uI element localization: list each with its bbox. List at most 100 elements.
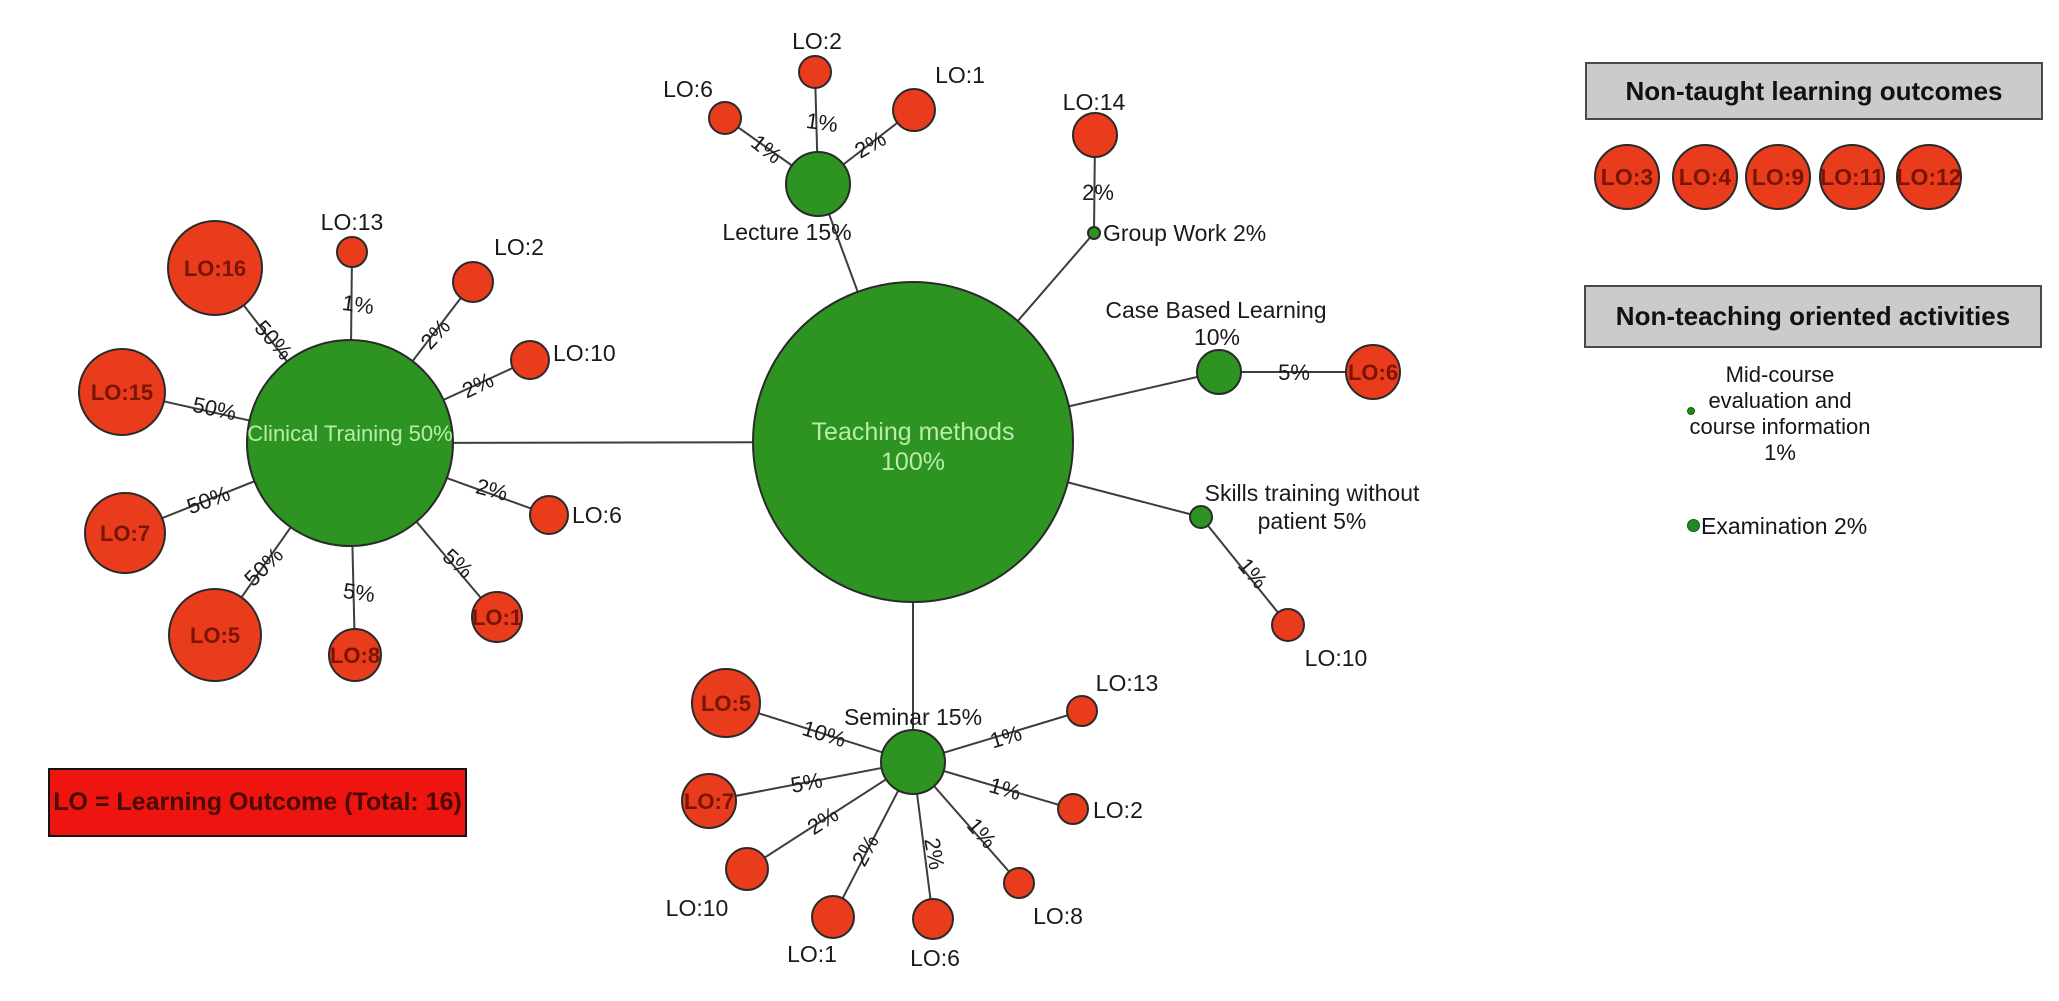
seminar-lo6-label: LO:6: [910, 945, 960, 971]
groupwork-lo14-label: LO:14: [1063, 89, 1126, 115]
edge-lecture-lo1-pct: 2%: [850, 126, 890, 164]
node-clinical-training: [246, 339, 454, 547]
node-seminar-lo5: [691, 668, 761, 738]
edge-lecture-lo2-pct: 1%: [805, 108, 840, 137]
skills-training-label-line1: Skills training without: [1205, 480, 1420, 506]
non-teaching-activities-title: Non-teaching oriented activities: [1615, 301, 2011, 331]
skills-training-label-line2: patient 5%: [1258, 508, 1367, 534]
node-seminar-lo6: [912, 898, 954, 940]
edge-lecture-lo6-pct: 1%: [746, 129, 786, 168]
lecture-lo2-label: LO:2: [792, 28, 842, 54]
graph-edge: [1200, 516, 1289, 626]
edge-seminar-lo6-pct: 2%: [919, 836, 949, 872]
examination-note: Examination 2%: [1701, 511, 1867, 541]
mid-course-line3: course information: [1689, 414, 1871, 439]
edge-clinical-lo7-pct: 50%: [183, 481, 233, 520]
non-teaching-activities-header: Non-teaching oriented activities: [1584, 285, 2042, 348]
clinical-lo6-label: LO:6: [572, 502, 622, 528]
node-group-work: [1087, 226, 1101, 240]
skills-lo10-label: LO:10: [1305, 645, 1368, 671]
node-seminar-lo1: [811, 895, 855, 939]
edge-seminar-lo7-pct: 5%: [789, 767, 825, 798]
seminar-lo8-label: LO:8: [1033, 903, 1083, 929]
clinical-lo15-label: LO:15: [91, 380, 153, 405]
node-seminar-lo7: [681, 773, 737, 829]
node-clinical-lo6: [529, 495, 569, 535]
non-taught-lo12-chip: LO:12: [1896, 144, 1962, 210]
mid-course-line1: Mid-course: [1725, 362, 1835, 387]
non-taught-lo4-chip: LO:4: [1672, 144, 1738, 210]
edge-clinical-lo6-pct: 2%: [473, 474, 510, 506]
non-taught-lo3-chip: LO:3: [1594, 144, 1660, 210]
clinical-lo10-label: LO:10: [553, 340, 616, 366]
edge-clinical-lo13-pct: 1%: [341, 290, 376, 319]
edge-seminar-lo2-pct: 1%: [986, 772, 1023, 805]
node-groupwork-lo14: [1072, 112, 1118, 158]
edge-clinical-lo8-pct: 5%: [342, 578, 377, 607]
clinical-training-label: Clinical Training 50%: [247, 421, 452, 446]
edge-seminar-lo1-pct: 2%: [847, 831, 884, 871]
lecture-label: Lecture 15%: [722, 219, 851, 245]
seminar-lo5-label: LO:5: [701, 691, 751, 716]
mid-course-line2: evaluation and: [1708, 388, 1852, 413]
node-seminar-lo13: [1066, 695, 1098, 727]
mid-course-pct: 1%: [1764, 440, 1796, 465]
seminar-lo10-label: LO:10: [666, 895, 729, 921]
legend-text: LO = Learning Outcome (Total: 16): [53, 788, 462, 816]
clinical-lo1-label: LO:1: [472, 605, 522, 630]
node-seminar-lo2: [1057, 793, 1089, 825]
node-clinical-lo13: [336, 236, 368, 268]
edge-skills-lo10-pct: 1%: [1233, 553, 1273, 593]
edge-clinical-lo15-pct: 50%: [190, 392, 238, 426]
node-clinical-lo2: [452, 261, 494, 303]
node-skills-training: [1189, 505, 1213, 529]
clinical-lo5-label: LO:5: [190, 623, 240, 648]
lecture-lo1-label: LO:1: [935, 62, 985, 88]
cbl-lo6-label: LO:6: [1348, 360, 1398, 385]
clinical-lo7-label: LO:7: [100, 521, 150, 546]
node-lecture: [785, 151, 851, 217]
edge-seminar-lo8-pct: 1%: [962, 813, 1002, 853]
node-skills-lo10: [1271, 608, 1305, 642]
node-seminar-lo8: [1003, 867, 1035, 899]
non-taught-lo3-label: LO:3: [1600, 163, 1654, 190]
node-lecture-lo6: [708, 101, 742, 135]
non-taught-lo12-label: LO:12: [1896, 163, 1962, 190]
examination-dot-icon: [1687, 519, 1700, 532]
edge-seminar-lo10-pct: 2%: [803, 802, 843, 840]
non-taught-lo4-label: LO:4: [1678, 163, 1732, 190]
case-based-learning-label: Case Based Learning: [1105, 297, 1326, 323]
node-clinical-lo7: [84, 492, 166, 574]
node-lecture-lo1: [892, 88, 936, 132]
seminar-lo13-label: LO:13: [1096, 670, 1159, 696]
mid-course-note: Mid-course evaluation and course informa…: [1650, 362, 1910, 466]
legend-box: LO = Learning Outcome (Total: 16): [48, 768, 467, 837]
clinical-lo2-label: LO:2: [494, 234, 544, 260]
lecture-lo6-label: LO:6: [663, 76, 713, 102]
group-work-label: Group Work 2%: [1103, 220, 1266, 246]
non-taught-outcomes-title: Non-taught learning outcomes: [1625, 75, 2003, 106]
graph-edge: [708, 761, 914, 802]
mid-course-dot-icon: [1687, 407, 1695, 415]
node-clinical-lo15: [78, 348, 166, 436]
clinical-lo13-label: LO:13: [321, 209, 384, 235]
node-clinical-lo10: [510, 340, 550, 380]
non-taught-outcomes-header: Non-taught learning outcomes: [1585, 62, 2043, 120]
node-clinical-lo16: [167, 220, 263, 316]
non-taught-lo11-label: LO:11: [1820, 163, 1884, 190]
edge-seminar-lo13-pct: 1%: [987, 720, 1025, 753]
edge-seminar-lo5-pct: 10%: [799, 715, 848, 752]
examination-label: Examination 2%: [1701, 513, 1868, 539]
clinical-lo8-label: LO:8: [330, 643, 380, 668]
non-taught-lo9-chip: LO:9: [1745, 144, 1811, 210]
node-lecture-lo2: [798, 55, 832, 89]
node-case-based-learning: [1196, 349, 1242, 395]
case-based-learning-pct: 10%: [1194, 324, 1240, 350]
non-taught-lo9-label: LO:9: [1751, 163, 1805, 190]
node-clinical-lo1: [471, 591, 523, 643]
node-clinical-lo5: [168, 588, 262, 682]
edge-groupwork-lo14-pct: 2%: [1082, 180, 1114, 205]
teaching-methods-label: Teaching methods: [812, 418, 1015, 446]
